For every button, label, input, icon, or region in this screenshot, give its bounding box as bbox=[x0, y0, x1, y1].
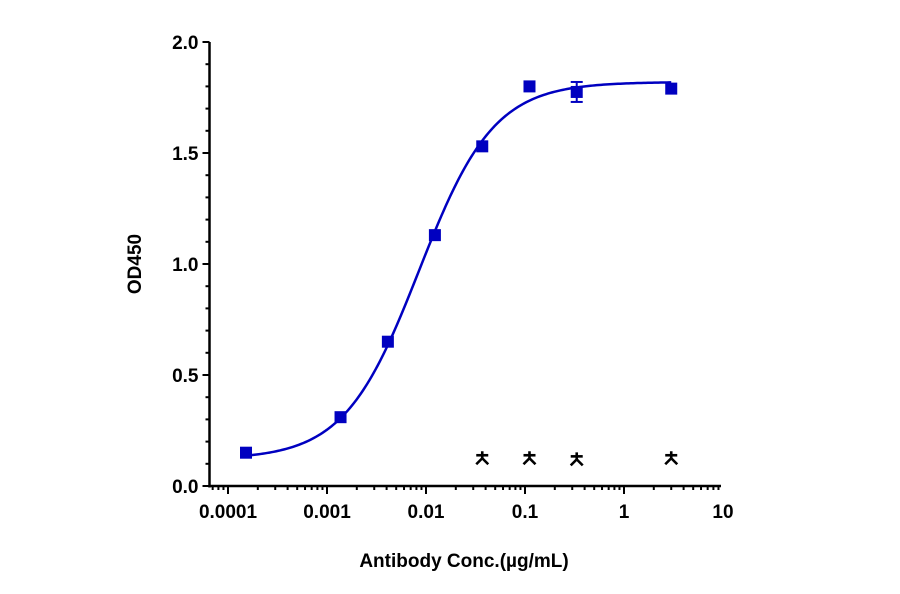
square-marker bbox=[240, 446, 253, 459]
square-marker bbox=[665, 82, 678, 95]
x-axis-title: Antibody Conc.(µg/mL) bbox=[359, 551, 568, 572]
y-tick-label: 1.5 bbox=[172, 144, 199, 165]
x-tick-label: 1 bbox=[619, 502, 630, 523]
axes: 0.0 0.5 1.0 1.5 2.0 0.0001 0.001 0.01 0.1 1 10 bbox=[172, 33, 733, 523]
data-points bbox=[240, 80, 679, 467]
x-tick-label: 0.001 bbox=[303, 502, 351, 523]
y-tick-label: 0.0 bbox=[172, 477, 198, 498]
y-tick-label: 1.0 bbox=[172, 255, 198, 276]
asterisk-marker bbox=[664, 451, 679, 466]
x-tick-label: 0.01 bbox=[408, 502, 445, 523]
fit-line bbox=[245, 81, 672, 457]
asterisk-marker bbox=[475, 451, 490, 466]
x-tick-label: 0.1 bbox=[512, 502, 539, 523]
y-tick-label: 2.0 bbox=[172, 33, 198, 54]
square-marker bbox=[428, 229, 441, 242]
square-marker bbox=[381, 335, 394, 348]
square-marker bbox=[476, 140, 489, 153]
asterisk-marker bbox=[569, 452, 584, 467]
y-tick-label: 0.5 bbox=[172, 366, 199, 387]
y-axis-title: OD450 bbox=[125, 234, 146, 294]
asterisk-marker bbox=[522, 451, 537, 466]
fit-curve bbox=[245, 81, 672, 457]
square-marker bbox=[523, 80, 536, 93]
x-tick-label: 0.0001 bbox=[199, 502, 258, 523]
square-marker bbox=[570, 85, 583, 98]
square-marker bbox=[334, 411, 347, 424]
x-tick-label: 10 bbox=[712, 502, 733, 523]
